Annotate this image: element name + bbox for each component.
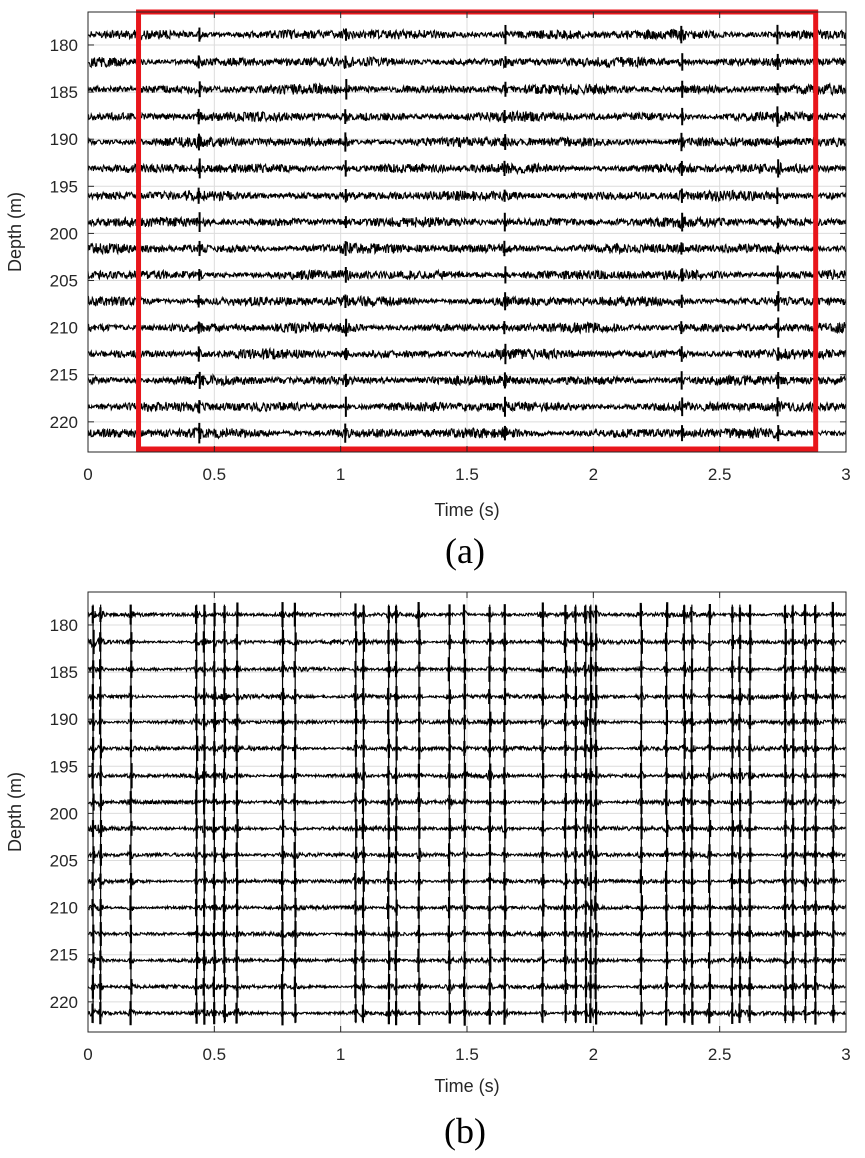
trace-190.3 [87, 135, 847, 149]
x-tick-label: 2 [589, 465, 598, 484]
trace-184.7 [87, 82, 847, 97]
y-tick-label: 215 [50, 946, 78, 965]
y-tick-label: 210 [50, 319, 78, 338]
y-tick-label: 220 [50, 993, 78, 1012]
x-axis-label-a: Time (s) [434, 500, 499, 520]
trace-193.1 [87, 161, 847, 176]
trace-221.2 [87, 426, 847, 440]
y-axis-label-b: Depth (m) [5, 772, 25, 852]
x-tick-label: 2 [589, 1045, 598, 1064]
traces-a [87, 24, 847, 444]
y-ticks-b: 180 185 190 195 200 205 210 215 220 [50, 616, 846, 1012]
y-tick-label: 180 [50, 36, 78, 55]
y-tick-label: 215 [50, 366, 78, 385]
x-axis-label-b: Time (s) [434, 1076, 499, 1096]
y-tick-label: 190 [50, 710, 78, 729]
x-ticks-a: 0 0.5 1 1.5 2 2.5 3 [83, 12, 851, 484]
trace-207.2 [87, 294, 847, 308]
traces-b [87, 601, 847, 1026]
y-axis-label-a: Depth (m) [5, 192, 25, 272]
y-tick-label: 195 [50, 177, 78, 196]
trace-215.6 [87, 373, 847, 388]
y-ticks-a: 180 185 190 195 200 205 210 215 220 [50, 36, 846, 432]
panel-label-b: (b) [444, 1111, 486, 1151]
x-tick-label: 0 [83, 1045, 92, 1064]
trace-218.4 [87, 399, 847, 413]
y-tick-label: 220 [50, 413, 78, 432]
trace-210 [87, 321, 847, 335]
y-tick-label: 195 [50, 757, 78, 776]
trace-187.6 [87, 109, 847, 124]
panel-label-a: (a) [445, 531, 485, 571]
trace-198.8 [87, 215, 847, 229]
x-tick-label: 1 [336, 1045, 345, 1064]
x-tick-label: 2.5 [708, 465, 732, 484]
y-tick-label: 205 [50, 852, 78, 871]
x-ticks-b: 0 0.5 1 1.5 2 2.5 3 [83, 592, 851, 1064]
trace-196 [87, 189, 847, 203]
y-tick-label: 210 [50, 899, 78, 918]
trace-181.8 [87, 55, 847, 70]
x-tick-label: 1.5 [455, 1045, 479, 1064]
x-tick-label: 3 [841, 465, 850, 484]
y-tick-label: 180 [50, 616, 78, 635]
x-tick-label: 1.5 [455, 465, 479, 484]
x-tick-label: 0.5 [203, 1045, 227, 1064]
y-tick-label: 190 [50, 130, 78, 149]
x-tick-label: 0 [83, 465, 92, 484]
x-tick-label: 3 [841, 1045, 850, 1064]
x-tick-label: 0.5 [203, 465, 227, 484]
y-tick-label: 185 [50, 83, 78, 102]
trace-204.4 [87, 268, 847, 282]
x-tick-label: 2.5 [708, 1045, 732, 1064]
panel-b: 0 0.5 1 1.5 2 2.5 3 180 185 190 195 200 205 210 215 22… [5, 591, 851, 1151]
x-tick-label: 1 [336, 465, 345, 484]
y-tick-label: 200 [50, 804, 78, 823]
trace-201.6 [87, 241, 847, 256]
panel-a: 0 0.5 1 1.5 2 2.5 3 180 185 190 195 200 205 210 215 22… [5, 9, 851, 571]
y-tick-label: 185 [50, 663, 78, 682]
y-tick-label: 205 [50, 272, 78, 291]
trace-178.9 [87, 27, 847, 41]
y-tick-label: 200 [50, 224, 78, 243]
trace-212.8 [87, 346, 847, 361]
